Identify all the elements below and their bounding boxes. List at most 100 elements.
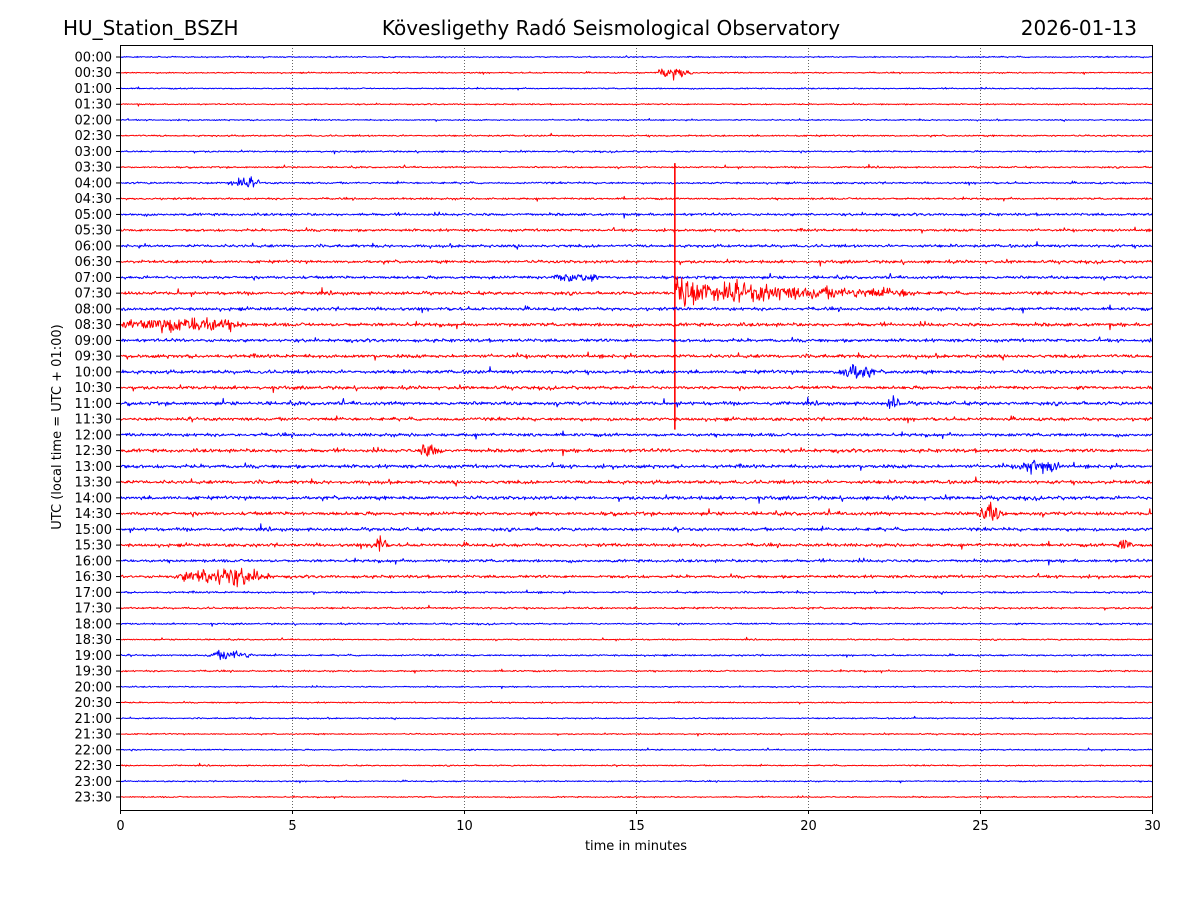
trace-0000 (119, 55, 1153, 59)
y-tick-label: 07:30 (75, 287, 112, 302)
x-axis-label: time in minutes (585, 839, 687, 854)
y-tick-label: 22:00 (75, 743, 112, 758)
y-tick-label: 03:30 (75, 161, 112, 176)
trace-2200 (119, 747, 1153, 752)
trace-1400 (119, 494, 1153, 504)
trace-0100 (120, 86, 1152, 91)
y-tick-label: 01:30 (75, 98, 112, 113)
y-tick-label: 11:00 (75, 397, 112, 412)
trace-0830 (119, 317, 1153, 334)
trace-1530 (119, 535, 1153, 552)
trace-1300 (119, 459, 1153, 475)
trace-1930 (119, 668, 1153, 674)
trace-0930 (119, 351, 1153, 361)
y-tick-label: 19:00 (75, 649, 112, 664)
trace-1830 (119, 636, 1153, 642)
trace-0130 (119, 102, 1153, 107)
trace-2100 (119, 715, 1153, 721)
x-tick-label: 15 (628, 819, 645, 834)
y-tick-label: 14:30 (75, 507, 112, 522)
trace-0630 (119, 258, 1153, 267)
x-axis: 0 5 10 15 20 25 30 (116, 810, 1161, 834)
trace-1730 (119, 604, 1153, 611)
trace-0330 (119, 163, 1153, 170)
trace-1900 (119, 649, 1153, 661)
trace-1500 (119, 523, 1153, 534)
traces (119, 55, 1153, 800)
y-tick-label: 20:00 (75, 680, 112, 695)
y-tick-label: 23:30 (75, 791, 112, 806)
y-tick-label: 20:30 (75, 696, 112, 711)
y-tick-label: 02:30 (75, 129, 112, 144)
y-tick-label: 05:00 (75, 208, 112, 223)
trace-0430 (119, 195, 1153, 202)
y-tick-label: 16:00 (75, 554, 112, 569)
trace-0600 (119, 241, 1153, 250)
trace-2330 (119, 795, 1152, 800)
y-tick-label: 15:00 (75, 523, 112, 538)
y-tick-label: 03:00 (75, 145, 112, 160)
x-tick-label: 25 (972, 819, 989, 834)
y-tick-label: 15:30 (75, 539, 112, 554)
trace-2030 (119, 700, 1153, 705)
trace-1100 (119, 395, 1153, 409)
y-tick-label: 00:30 (75, 66, 112, 81)
y-tick-label: 12:00 (75, 428, 112, 443)
x-tick-label: 0 (116, 819, 124, 834)
trace-0030 (119, 68, 1153, 81)
trace-1030 (119, 384, 1153, 394)
y-tick-label: 18:30 (75, 633, 112, 648)
y-tick-label: 21:30 (75, 728, 112, 743)
trace-1000 (119, 364, 1153, 379)
y-tick-label: 17:30 (75, 602, 112, 617)
y-axis-label: UTC (local time = UTC + 01:00) (50, 324, 65, 529)
trace-1430 (119, 501, 1153, 521)
y-tick-label: 22:30 (75, 759, 112, 774)
trace-2000 (119, 685, 1153, 690)
y-tick-label: 18:00 (75, 617, 112, 632)
trace-0300 (119, 149, 1152, 155)
trace-0500 (119, 211, 1153, 219)
trace-1700 (119, 589, 1153, 595)
trace-0530 (119, 226, 1153, 234)
trace-0700 (119, 272, 1153, 282)
trace-0730 (119, 276, 1153, 307)
y-tick-label: 10:00 (75, 365, 112, 380)
y-tick-label: 01:00 (75, 82, 112, 97)
trace-2300 (119, 779, 1153, 784)
x-tick-label: 30 (1144, 819, 1161, 834)
y-tick-label: 11:30 (75, 413, 112, 428)
x-tick-label: 10 (456, 819, 473, 834)
x-tick-label: 20 (800, 819, 817, 834)
y-tick-label: 14:00 (75, 491, 112, 506)
trace-1630 (119, 567, 1153, 588)
y-tick-label: 04:30 (75, 192, 112, 207)
trace-1230 (119, 444, 1153, 457)
y-tick-label: 00:00 (75, 51, 112, 66)
y-tick-label: 09:00 (75, 334, 112, 349)
y-tick-label: 07:00 (75, 271, 112, 286)
y-tick-label: 08:30 (75, 318, 112, 333)
y-tick-label: 13:30 (75, 476, 112, 491)
trace-0400 (119, 176, 1153, 188)
y-tick-label: 04:00 (75, 176, 112, 191)
y-tick-label: 13:00 (75, 460, 112, 475)
y-tick-label: 16:30 (75, 570, 112, 585)
y-tick-label: 06:30 (75, 255, 112, 270)
trace-1130 (119, 415, 1153, 424)
trace-2230 (119, 762, 1153, 768)
y-tick-label: 05:30 (75, 224, 112, 239)
y-tick-label: 23:00 (75, 775, 112, 790)
date-title: 2026-01-13 (1021, 16, 1137, 40)
station-title: HU_Station_BSZH (63, 16, 239, 40)
trace-1330 (119, 476, 1153, 487)
trace-0800 (119, 304, 1153, 314)
trace-1200 (119, 430, 1153, 440)
y-tick-label: 02:00 (75, 113, 112, 128)
y-tick-label: 19:30 (75, 665, 112, 680)
trace-0200 (119, 118, 1153, 122)
trace-1800 (119, 621, 1153, 627)
grid-lines (292, 45, 981, 810)
observatory-title: Kövesligethy Radó Seismological Observat… (382, 16, 840, 40)
